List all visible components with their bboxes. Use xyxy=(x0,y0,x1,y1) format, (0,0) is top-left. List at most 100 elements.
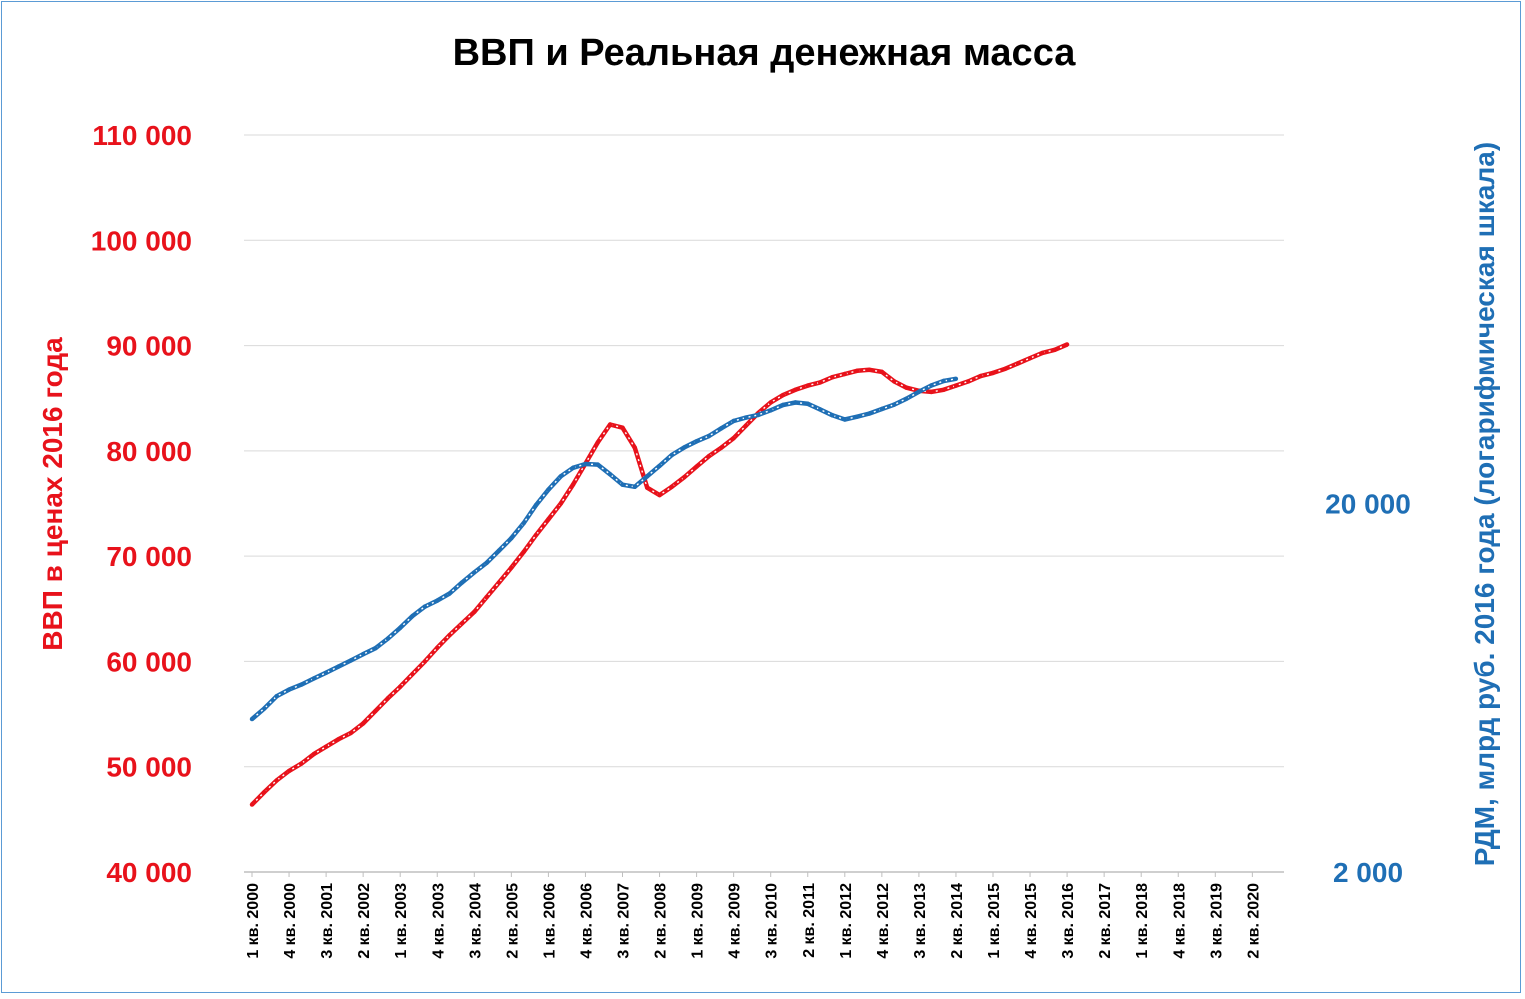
gdp-point xyxy=(929,389,934,395)
rdm-point xyxy=(694,439,699,444)
rdm-point xyxy=(706,433,712,439)
gdp-point xyxy=(879,369,885,375)
gdp-point xyxy=(817,380,823,385)
x-tick-label: 2 кв. 2008 xyxy=(653,883,670,959)
rdm-point xyxy=(533,502,539,508)
gdp-point xyxy=(546,517,551,522)
gdp-point xyxy=(1027,356,1033,361)
gdp-point xyxy=(743,423,749,428)
gdp-point xyxy=(299,761,304,766)
gdp-point xyxy=(595,440,600,445)
rdm-point xyxy=(682,445,687,450)
y-left-tick-label: 50 000 xyxy=(106,752,192,783)
rdm-point xyxy=(892,402,897,407)
gdp-point xyxy=(854,368,860,373)
gdp-point xyxy=(793,387,798,392)
gdp-point xyxy=(1015,361,1020,366)
rdm-point xyxy=(632,484,637,489)
gdp-point xyxy=(509,565,514,570)
rdm-point xyxy=(521,520,526,526)
gdp-point xyxy=(1052,347,1058,352)
rdm-point xyxy=(805,401,810,406)
x-tick-label: 1 кв. 2009 xyxy=(690,883,707,959)
rdm-point xyxy=(595,462,600,467)
rdm-point xyxy=(607,472,613,477)
chart-title: ВВП и Реальная денежная масса xyxy=(453,32,1077,74)
gdp-point xyxy=(521,549,526,555)
y-right-tick-label: 20 000 xyxy=(1325,489,1411,520)
x-tick-label: 4 кв. 2000 xyxy=(282,883,299,959)
gdp-point xyxy=(780,392,786,398)
x-tick-label: 1 кв. 2012 xyxy=(838,883,855,959)
rdm-point xyxy=(373,646,378,651)
y-left-tick-label: 100 000 xyxy=(91,225,192,256)
gdp-point xyxy=(435,645,440,650)
rdm-point xyxy=(768,408,773,413)
gdp-point xyxy=(941,387,946,392)
gdp-point xyxy=(410,671,415,677)
x-tick-label: 2 кв. 2011 xyxy=(801,883,818,958)
y-left-tick-label: 80 000 xyxy=(106,436,192,467)
gdp-point xyxy=(385,696,391,701)
rdm-point xyxy=(472,570,477,575)
rdm-point xyxy=(410,613,415,619)
x-tick-label: 2 кв. 2017 xyxy=(1097,883,1114,959)
gdp-point xyxy=(323,744,329,749)
gdp-point xyxy=(459,621,465,626)
gdp-point xyxy=(990,370,996,376)
rdm-point xyxy=(780,402,786,408)
rdm-point xyxy=(385,636,391,641)
x-tick-label: 4 кв. 2009 xyxy=(727,883,744,959)
rdm-point xyxy=(570,465,576,470)
x-tick-label: 3 кв. 2001 xyxy=(319,883,336,959)
x-tick-label: 2 кв. 2005 xyxy=(504,883,521,959)
rdm-point xyxy=(743,415,749,420)
rdm-point xyxy=(817,407,823,412)
gdp-point xyxy=(570,482,576,487)
rdm-point xyxy=(286,687,292,692)
gdp-point xyxy=(373,708,378,714)
x-tick-label: 1 кв. 2015 xyxy=(986,883,1003,959)
gdp-point xyxy=(262,789,267,795)
gdp-point xyxy=(286,768,292,774)
rdm-point xyxy=(731,418,736,424)
rdm-point xyxy=(447,591,452,596)
gdp-point xyxy=(422,659,428,664)
gridlines xyxy=(244,134,1284,873)
x-tick-label: 4 кв. 2012 xyxy=(875,883,892,959)
rdm-point xyxy=(435,598,440,603)
rdm-point xyxy=(323,670,329,675)
rdm-point xyxy=(756,412,761,418)
rdm-point xyxy=(904,396,909,401)
x-tick-label: 1 кв. 2006 xyxy=(541,883,558,959)
rdm-point xyxy=(830,413,835,418)
gdp-point xyxy=(731,436,736,441)
rdm-point xyxy=(916,389,922,394)
gdp-point xyxy=(274,778,279,783)
gdp-point xyxy=(966,379,971,384)
gdp-point xyxy=(1064,342,1070,347)
rdm-point xyxy=(484,560,489,566)
rdm-point xyxy=(249,716,255,722)
rdm-point xyxy=(459,580,465,585)
x-tick-label: 1 кв. 2003 xyxy=(393,883,410,959)
x-tick-label: 4 кв. 2006 xyxy=(578,883,595,959)
rdm-point xyxy=(509,536,514,541)
x-tick-label: 3 кв. 2016 xyxy=(1060,883,1077,959)
y-axis-left-title: ВВП в ценах 2016 года xyxy=(37,337,68,651)
y-axis-right-title: РДМ, млрд руб. 2016 года (логарифмическа… xyxy=(1469,142,1500,866)
rdm-point xyxy=(546,487,551,492)
gdp-point xyxy=(978,373,983,379)
x-tick-label: 3 кв. 2004 xyxy=(467,883,484,959)
gdp-point xyxy=(398,684,403,689)
gdp-point xyxy=(830,375,835,380)
rdm-point xyxy=(620,482,625,487)
gdp-point xyxy=(953,383,959,388)
rdm-point xyxy=(336,664,341,669)
rdm-point xyxy=(299,682,304,687)
x-axis-ticks: 1 кв. 2000 4 кв. 2000 3 кв. 2001 2 кв. 2002… xyxy=(245,872,1262,959)
y-left-tick-label: 110 000 xyxy=(92,120,192,151)
gdp-point xyxy=(706,453,712,459)
